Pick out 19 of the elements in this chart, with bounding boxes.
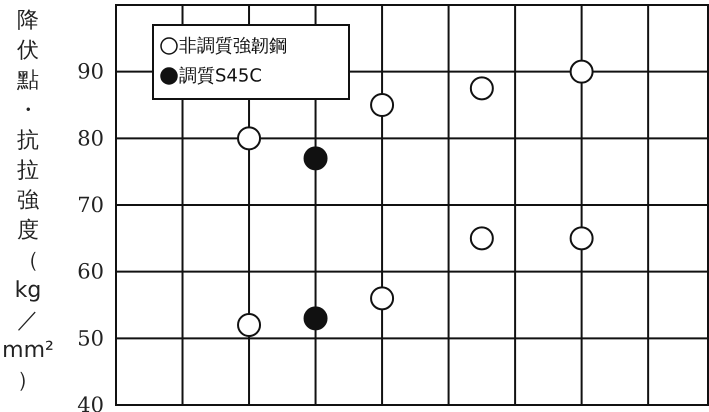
y-tick-label: 60: [77, 260, 104, 284]
point: [570, 60, 594, 84]
y-tick-label: 50: [77, 326, 104, 350]
point: [304, 146, 328, 170]
y-tick-label: 70: [77, 193, 104, 217]
y-tick-label: 40: [77, 393, 104, 412]
y-tick-label: 80: [77, 126, 104, 150]
point: [370, 286, 394, 310]
point: [237, 126, 262, 150]
legend-label: 調質S45C: [179, 66, 262, 86]
point: [470, 226, 494, 250]
y-tick-label: 90: [77, 60, 104, 84]
point: [304, 306, 328, 330]
text: 降伏點・抗拉強度（kg／mm²）: [2, 8, 54, 393]
point: [237, 313, 262, 337]
point: [370, 93, 394, 117]
point: [570, 226, 594, 250]
legend-label: 非調質強韌鋼: [179, 36, 287, 56]
point: [470, 76, 494, 100]
